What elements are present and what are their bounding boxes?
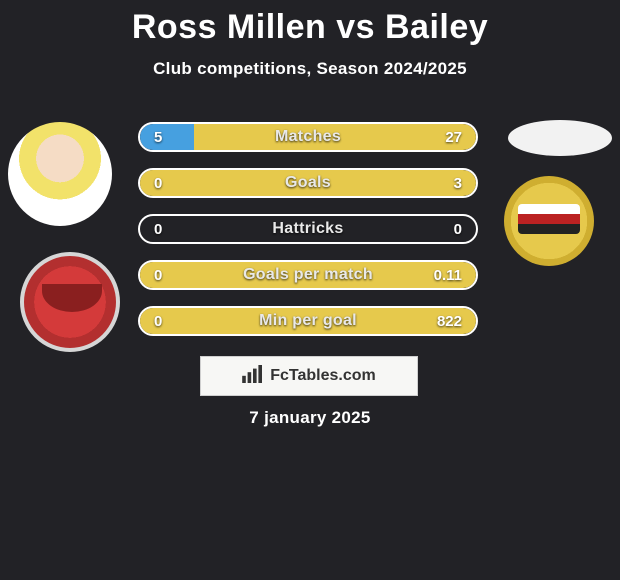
subtitle: Club competitions, Season 2024/2025 [0,59,620,79]
stat-right-value: 0.11 [434,267,462,284]
stat-row-matches: 5 Matches 27 [138,122,478,152]
stat-label: Goals [140,174,476,192]
stat-right-value: 822 [437,313,462,330]
brand-box[interactable]: FcTables.com [200,356,418,396]
stat-row-hattricks: 0 Hattricks 0 [138,214,478,244]
stat-label: Matches [140,128,476,146]
date-text: 7 january 2025 [0,408,620,428]
stat-label: Min per goal [140,312,476,330]
club-left-badge [20,252,120,352]
stat-row-goals-per-match: 0 Goals per match 0.11 [138,260,478,290]
brand-text: FcTables.com [270,367,376,385]
stat-right-value: 0 [454,221,462,238]
player-right-avatar [508,120,612,156]
stat-right-value: 27 [445,129,462,146]
bar-chart-icon [242,365,264,388]
stat-label: Hattricks [140,220,476,238]
player-left-avatar [8,122,112,226]
stats-container: 5 Matches 27 0 Goals 3 0 Hattricks 0 0 G… [138,122,478,352]
club-right-badge [504,176,594,266]
stat-label: Goals per match [140,266,476,284]
stat-row-goals: 0 Goals 3 [138,168,478,198]
stat-right-value: 3 [454,175,462,192]
page-title: Ross Millen vs Bailey [0,0,620,47]
stat-row-min-per-goal: 0 Min per goal 822 [138,306,478,336]
